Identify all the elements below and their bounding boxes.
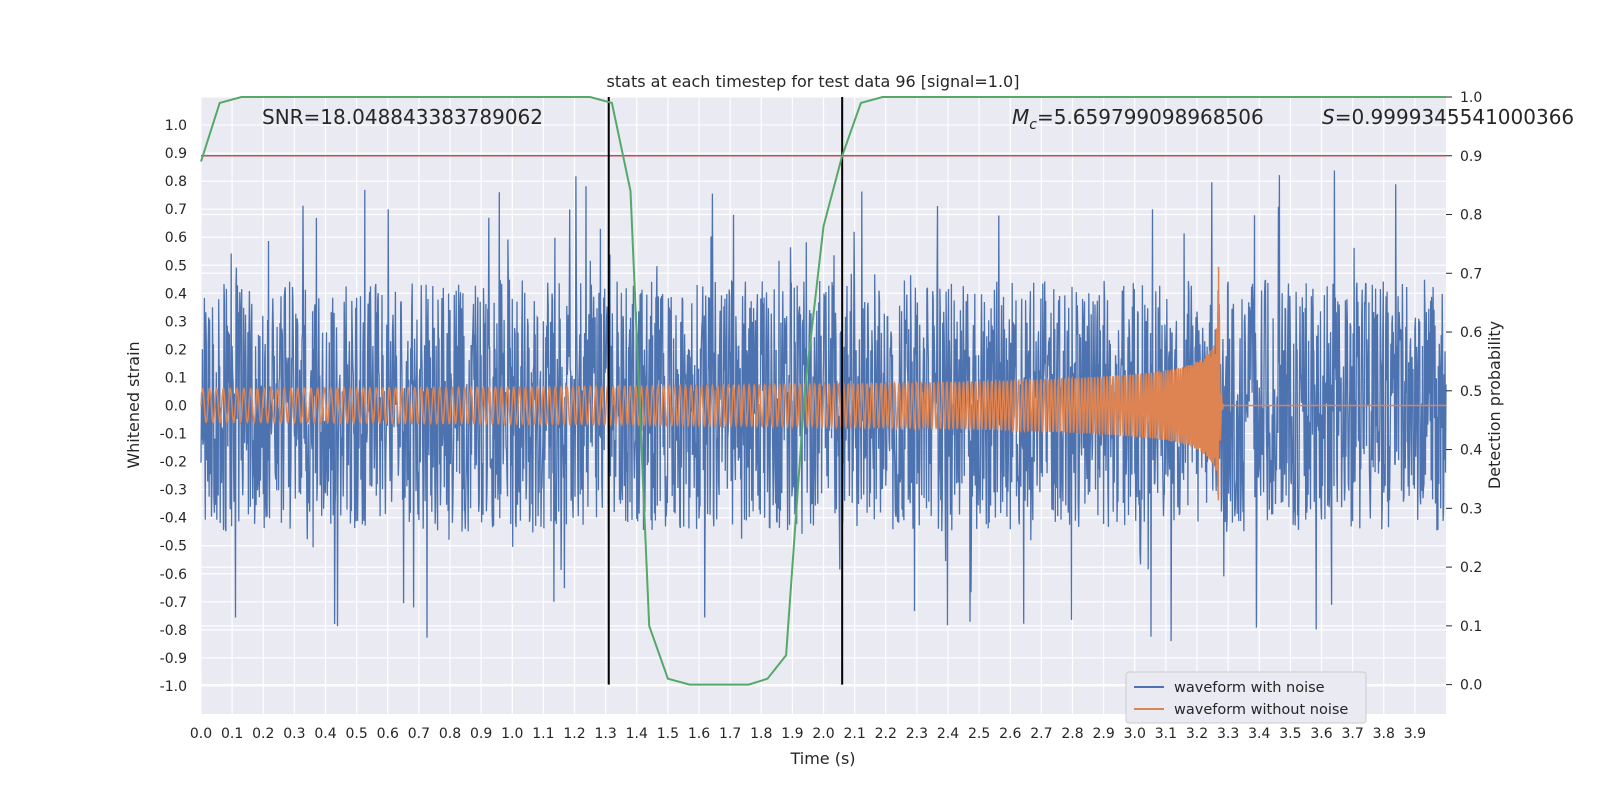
snr-annotation: SNR=18.048843383789062 <box>262 105 543 129</box>
mc-subscript: c <box>1029 117 1037 133</box>
legend-box <box>1125 671 1367 724</box>
x-tick-label: 1.6 <box>688 726 710 742</box>
series-waveform-without-noise <box>200 266 1446 501</box>
y2-tick-label: 0.1 <box>1460 619 1482 635</box>
x-tick-label: 0.2 <box>252 726 274 742</box>
x-tick-label: 2.8 <box>1061 726 1083 742</box>
y2-tick-label: 0.2 <box>1460 560 1482 576</box>
x-tick-label: 3.9 <box>1404 726 1426 742</box>
x-tick-label: 0.3 <box>283 726 305 742</box>
y2-tick-label: 0.0 <box>1460 678 1482 694</box>
x-tick-label: 0.0 <box>190 726 212 742</box>
s-symbol: S <box>1322 105 1335 129</box>
y-tick-label: 0.3 <box>165 314 187 330</box>
score-annotation: S=0.9999345541000366 <box>1322 105 1574 129</box>
x-tick-label: 3.8 <box>1373 726 1395 742</box>
x-tick-label: 1.8 <box>750 726 772 742</box>
x-tick-label: 2.9 <box>1092 726 1114 742</box>
y-tick-label: 0.7 <box>165 202 187 218</box>
y-tick-label: 1.0 <box>165 118 187 134</box>
y-tick-label: -0.3 <box>160 483 187 499</box>
mc-symbol: M <box>1012 105 1029 129</box>
y-tick-label: 0.8 <box>165 174 187 190</box>
x-tick-label: 3.2 <box>1186 726 1208 742</box>
chirp-mass-annotation: Mc=5.659799098968506 <box>1012 105 1264 133</box>
x-tick-label: 0.9 <box>470 726 492 742</box>
y-tick-label: 0.0 <box>165 399 187 415</box>
y-tick-label: -1.0 <box>160 679 187 695</box>
x-tick-label: 0.8 <box>439 726 461 742</box>
y-axis-label: Whitened strain <box>124 341 143 468</box>
x-tick-label: 2.5 <box>968 726 990 742</box>
x-tick-label: 2.6 <box>999 726 1021 742</box>
y2-tick-label: 0.9 <box>1460 149 1482 165</box>
y-tick-label: -0.9 <box>160 651 187 667</box>
x-tick-label: 1.2 <box>563 726 585 742</box>
y-tick-label: 0.2 <box>165 342 187 358</box>
plot-content <box>200 96 1447 686</box>
y2-tick-label: 0.6 <box>1460 325 1482 341</box>
x-tick-label: 2.7 <box>1030 726 1052 742</box>
y-tick-label: -0.5 <box>160 539 187 555</box>
legend-label-clean: waveform without noise <box>1174 702 1348 718</box>
y-tick-label: 0.9 <box>165 146 187 162</box>
y-tick-label: 0.5 <box>165 258 187 274</box>
x-tick-label: 1.1 <box>532 726 554 742</box>
series-waveform-with-noise <box>200 170 1447 642</box>
x-axis-label: Time (s) <box>789 749 855 768</box>
x-tick-label: 3.0 <box>1124 726 1146 742</box>
y2-axis-label: Detection probability <box>1485 321 1504 489</box>
x-tick-label: 2.4 <box>937 726 959 742</box>
y-tick-label: -0.6 <box>160 567 187 583</box>
x-tick-label: 3.6 <box>1310 726 1332 742</box>
x-tick-label: 0.1 <box>221 726 243 742</box>
y2-tick-label: 0.7 <box>1460 266 1482 282</box>
axis-ticks: 0.0 0.1 0.2 0.3 0.4 0.5 0.6 0.7 0.8 0.9 1.0 1.1 1.2 1… <box>160 90 1483 742</box>
legend: waveform with noise waveform without noi… <box>1125 671 1367 724</box>
x-tick-label: 1.7 <box>719 726 741 742</box>
y2-tick-label: 0.4 <box>1460 443 1482 459</box>
legend-label-noise: waveform with noise <box>1174 680 1325 696</box>
x-tick-label: 2.3 <box>906 726 928 742</box>
x-tick-label: 3.3 <box>1217 726 1239 742</box>
y-tick-label: -0.8 <box>160 623 187 639</box>
x-tick-label: 0.6 <box>377 726 399 742</box>
series-detection-probability <box>200 96 1446 686</box>
y-tick-label: -0.7 <box>160 595 187 611</box>
x-tick-label: 1.0 <box>501 726 523 742</box>
y2-tick-label: 0.8 <box>1460 208 1482 224</box>
y2-tick-label: 0.3 <box>1460 501 1482 517</box>
x-tick-label: 3.4 <box>1248 726 1270 742</box>
chart-title: stats at each timestep for test data 96 … <box>607 72 1020 91</box>
x-tick-label: 0.5 <box>345 726 367 742</box>
x-tick-label: 3.7 <box>1341 726 1363 742</box>
x-tick-label: 1.9 <box>781 726 803 742</box>
x-tick-label: 2.2 <box>875 726 897 742</box>
x-tick-label: 0.4 <box>314 726 336 742</box>
y-tick-label: 0.1 <box>165 370 187 386</box>
x-tick-label: 2.1 <box>843 726 865 742</box>
x-tick-label: 1.3 <box>594 726 616 742</box>
y2-tick-label: 0.5 <box>1460 384 1482 400</box>
s-value: =0.9999345541000366 <box>1335 105 1574 129</box>
x-tick-label: 1.4 <box>626 726 648 742</box>
x-tick-label: 3.5 <box>1279 726 1301 742</box>
x-tick-label: 2.0 <box>812 726 834 742</box>
y-tick-label: -0.4 <box>160 511 187 527</box>
y-tick-label: 0.6 <box>165 230 187 246</box>
y2-tick-label: 1.0 <box>1460 90 1482 106</box>
x-tick-label: 3.1 <box>1155 726 1177 742</box>
y-tick-label: -0.1 <box>160 427 187 443</box>
x-tick-label: 1.5 <box>657 726 679 742</box>
mc-value: =5.659799098968506 <box>1037 105 1264 129</box>
y-tick-label: -0.2 <box>160 455 187 471</box>
y-tick-label: 0.4 <box>165 286 187 302</box>
x-tick-label: 0.7 <box>408 726 430 742</box>
